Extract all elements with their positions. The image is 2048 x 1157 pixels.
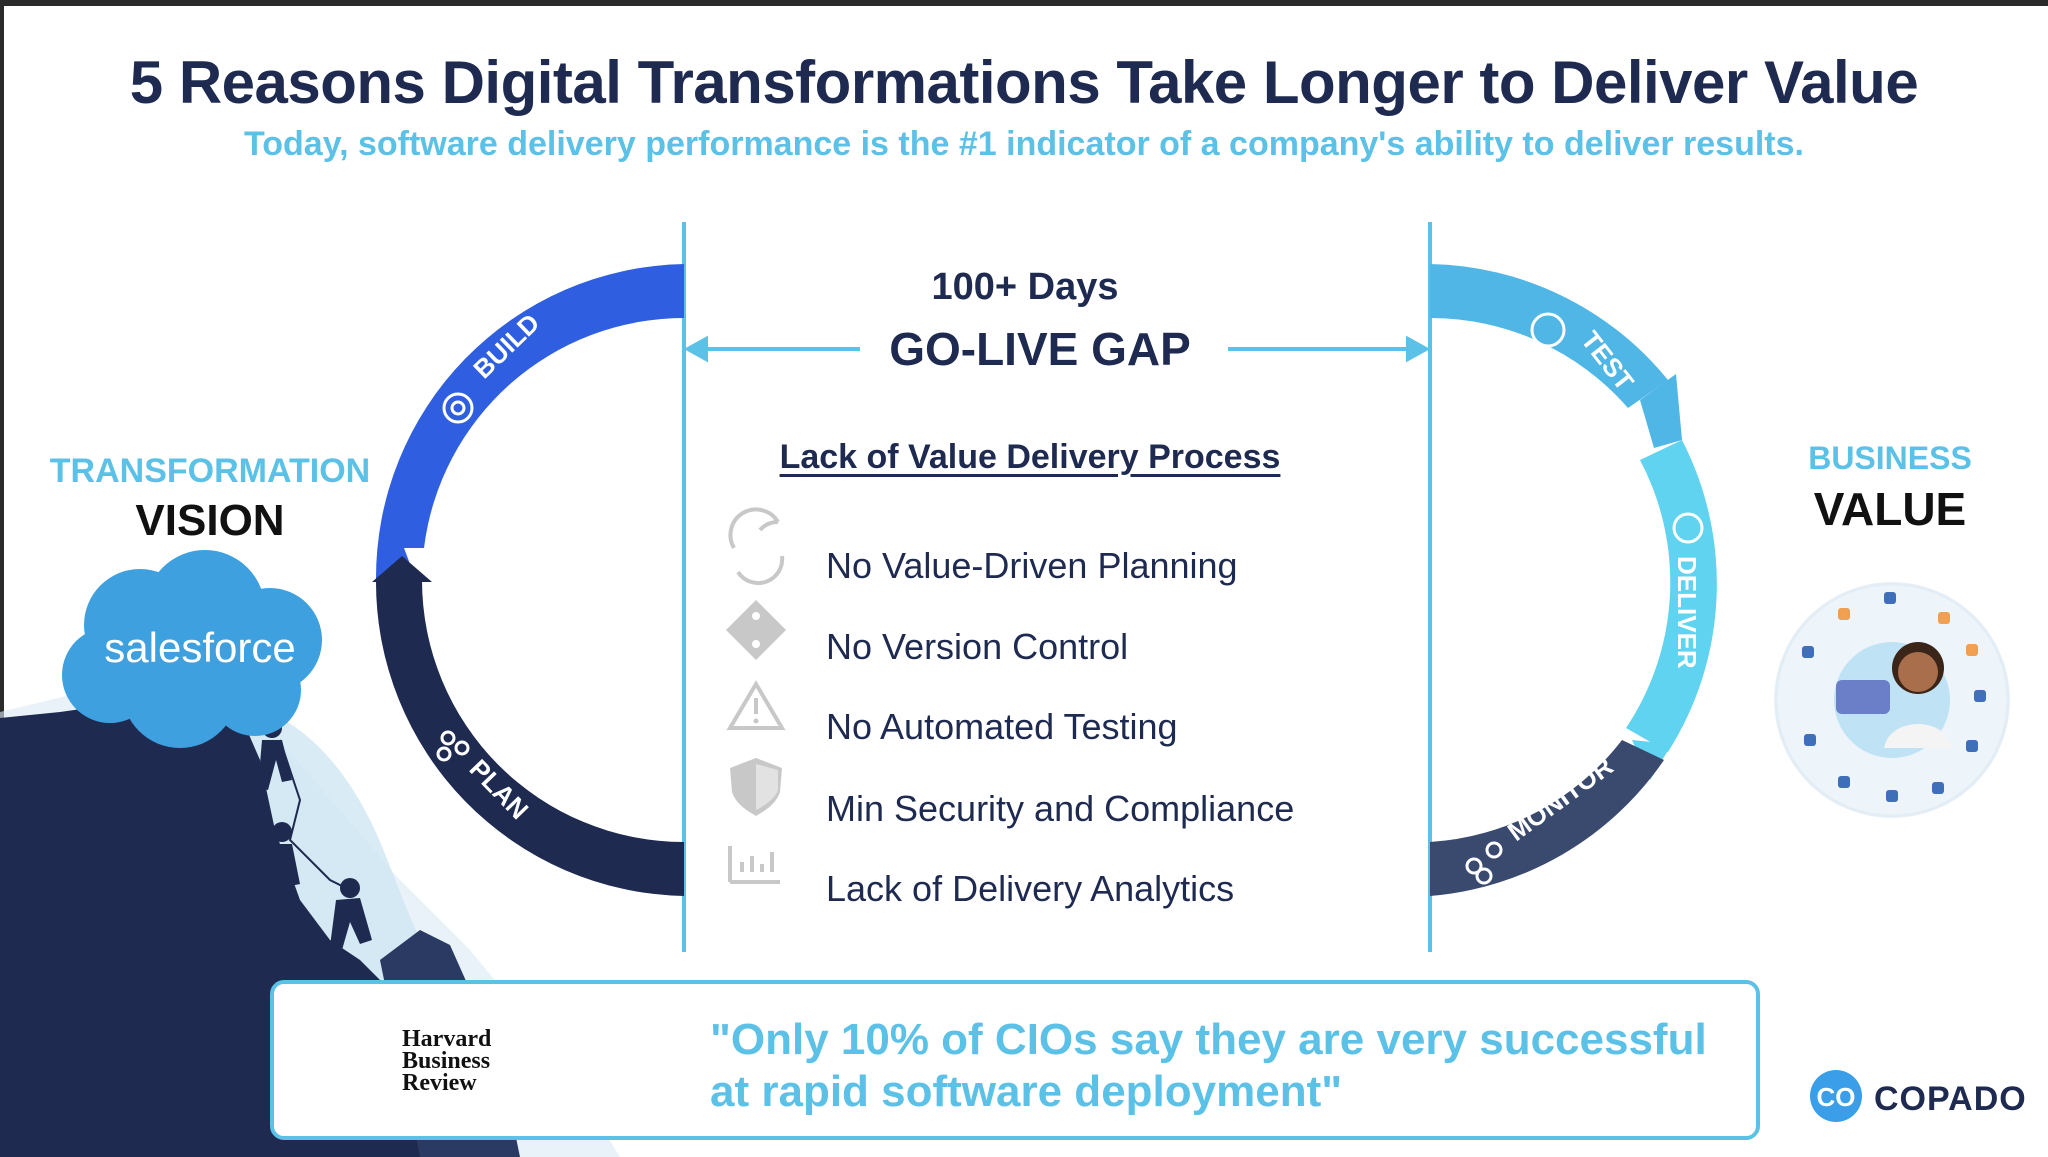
quote-line-2: at rapid software deployment" [710, 1067, 1343, 1116]
copado-logo-mark: CO [1810, 1070, 1862, 1122]
refresh-icon [728, 507, 785, 586]
bar-chart-icon [728, 846, 780, 884]
stage-icons [436, 312, 1704, 885]
gap-days-label: 100+ Days [931, 266, 1119, 308]
quote-box: Harvard Business Review "Only 10% of CIO… [270, 980, 1760, 1140]
lack-heading: Lack of Value Delivery Process [779, 438, 1281, 476]
gap-arrow [683, 335, 1431, 363]
go-live-gap-label: GO-LIVE GAP [889, 323, 1191, 375]
hbr-line-1: Harvard [402, 1026, 492, 1052]
copado-wordmark: COPADO [1874, 1080, 2027, 1118]
salesforce-cloud-logo [62, 550, 322, 748]
shield-icon [730, 758, 782, 816]
hbr-line-3: Review [402, 1070, 477, 1096]
hbr-wordmark: Harvard Business Review [402, 1026, 492, 1096]
reason-item: Min Security and Compliance [826, 788, 1295, 829]
svg-text:CO: CO [1817, 1082, 1856, 1112]
left-border [0, 0, 4, 1157]
page-subtitle: Today, software delivery performance is … [244, 125, 1804, 163]
warning-icon [726, 680, 786, 730]
transformation-label: TRANSFORMATION [49, 452, 371, 490]
page-title: 5 Reasons Digital Transformations Take L… [129, 49, 1919, 116]
cio-quote: "Only 10% of CIOs say they are very succ… [710, 1014, 1750, 1118]
reason-item: No Value-Driven Planning [826, 545, 1238, 586]
reason-item: No Version Control [826, 626, 1129, 667]
business-label: BUSINESS [1808, 440, 1972, 476]
value-label: VALUE [1813, 483, 1967, 535]
stage-deliver-label: DELIVER [1672, 556, 1702, 669]
right-cycle-ring [1430, 264, 1717, 896]
reason-item: Lack of Delivery Analytics [826, 868, 1235, 909]
quote-line-1: "Only 10% of CIOs say they are very succ… [710, 1015, 1707, 1064]
business-value-avatar-ring [1774, 582, 2010, 818]
hbr-line-2: Business [402, 1048, 491, 1074]
vision-label: VISION [135, 496, 285, 545]
reason-item: No Automated Testing [826, 706, 1178, 747]
salesforce-wordmark: salesforce [104, 624, 296, 671]
git-branch-icon [726, 600, 786, 660]
top-border [0, 0, 2048, 6]
left-cycle-ring [372, 264, 684, 896]
